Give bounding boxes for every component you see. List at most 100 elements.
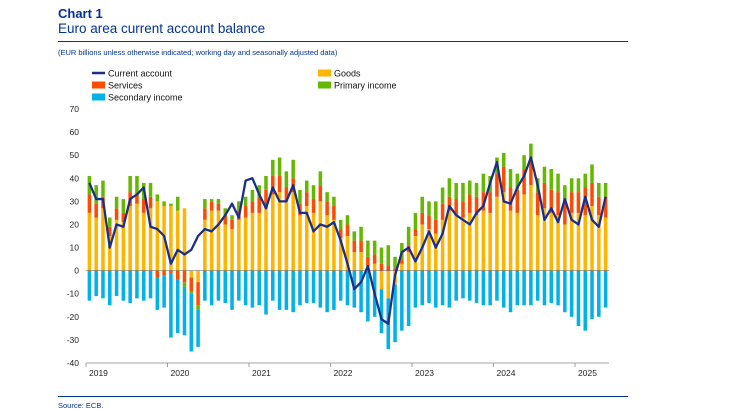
bar-goods bbox=[406, 252, 411, 271]
bar-services bbox=[467, 194, 472, 213]
bar-services bbox=[250, 201, 255, 213]
bar-services bbox=[284, 187, 289, 202]
bar-goods bbox=[277, 192, 282, 271]
bar-secondary-income bbox=[304, 270, 309, 303]
bar-services bbox=[196, 282, 200, 306]
bar-goods bbox=[549, 212, 554, 271]
bar-goods bbox=[488, 212, 492, 271]
bar-goods bbox=[352, 252, 357, 271]
bar-services bbox=[141, 199, 146, 213]
bar-services bbox=[542, 182, 547, 209]
bar-services bbox=[522, 169, 526, 195]
bar-services bbox=[94, 203, 98, 218]
bar-secondary-income bbox=[237, 270, 241, 301]
bar-goods bbox=[182, 208, 187, 271]
bar-services bbox=[603, 196, 608, 218]
bar-goods bbox=[345, 236, 350, 271]
y-tick-label: -40 bbox=[67, 358, 80, 368]
bar-primary-income bbox=[474, 182, 479, 197]
bar-primary-income bbox=[576, 178, 581, 193]
bar-secondary-income bbox=[420, 270, 424, 306]
bar-goods bbox=[298, 215, 302, 271]
bar-services bbox=[569, 192, 574, 213]
bar-goods bbox=[474, 215, 479, 271]
bar-services bbox=[155, 270, 160, 278]
bar-secondary-income bbox=[114, 270, 119, 297]
bar-primary-income bbox=[379, 247, 384, 264]
title-rule bbox=[58, 41, 628, 42]
bar-goods bbox=[304, 205, 309, 271]
bar-primary-income bbox=[372, 240, 377, 255]
bar-services bbox=[264, 189, 268, 209]
bar-primary-income bbox=[108, 217, 112, 227]
bar-services bbox=[216, 203, 221, 211]
bar-secondary-income bbox=[529, 270, 533, 306]
y-tick-label: -20 bbox=[67, 312, 80, 322]
bar-primary-income bbox=[318, 171, 323, 186]
bars-layer bbox=[86, 143, 609, 352]
x-tick-label: 2020 bbox=[171, 368, 190, 378]
bar-primary-income bbox=[128, 175, 132, 193]
bar-services bbox=[175, 270, 180, 280]
bar-goods bbox=[467, 212, 472, 271]
bar-secondary-income bbox=[495, 270, 499, 301]
bar-primary-income bbox=[155, 194, 160, 202]
bar-goods bbox=[556, 215, 560, 271]
bar-primary-income bbox=[169, 203, 173, 206]
bar-services bbox=[304, 192, 309, 206]
bar-goods bbox=[440, 219, 445, 271]
bar-primary-income bbox=[345, 215, 350, 225]
bar-primary-income bbox=[284, 171, 289, 188]
bar-primary-income bbox=[406, 226, 411, 246]
legend-label-secondary-income: Secondary income bbox=[108, 92, 183, 102]
bar-services bbox=[162, 270, 166, 276]
bar-services bbox=[189, 277, 194, 292]
bar-primary-income bbox=[203, 199, 207, 209]
bar-primary-income bbox=[291, 159, 295, 179]
legend-label-current-account: Current account bbox=[108, 68, 173, 78]
bar-goods bbox=[94, 217, 98, 271]
bar-secondary-income bbox=[135, 270, 139, 299]
x-tick-label: 2019 bbox=[89, 368, 108, 378]
bar-goods bbox=[563, 224, 567, 271]
bar-secondary-income bbox=[175, 279, 180, 333]
bar-services bbox=[474, 196, 479, 216]
bar-primary-income bbox=[393, 256, 397, 269]
bar-goods bbox=[101, 208, 105, 271]
bar-services bbox=[447, 196, 452, 211]
bar-secondary-income bbox=[508, 270, 513, 313]
bar-primary-income bbox=[148, 182, 153, 197]
bar-secondary-income bbox=[366, 270, 370, 322]
bar-primary-income bbox=[440, 187, 445, 204]
bar-secondary-income bbox=[141, 270, 146, 301]
bar-secondary-income bbox=[481, 270, 486, 306]
bar-secondary-income bbox=[501, 270, 506, 308]
bar-services bbox=[114, 208, 119, 220]
bar-services bbox=[345, 224, 350, 236]
bar-primary-income bbox=[529, 143, 533, 163]
bar-services bbox=[400, 259, 404, 264]
bar-goods bbox=[583, 215, 587, 271]
bar-goods bbox=[603, 217, 608, 271]
bar-secondary-income bbox=[216, 270, 221, 301]
chart-subtitle: (EUR billions unless otherwise indicated… bbox=[58, 48, 338, 57]
bar-services bbox=[434, 219, 438, 234]
bar-secondary-income bbox=[318, 270, 323, 308]
bar-secondary-income bbox=[590, 270, 594, 320]
y-tick-label: -30 bbox=[67, 335, 80, 345]
bar-primary-income bbox=[121, 199, 126, 213]
bar-primary-income bbox=[481, 173, 486, 193]
bar-goods bbox=[311, 212, 316, 271]
bar-secondary-income bbox=[563, 270, 567, 313]
line-layer bbox=[88, 156, 607, 325]
bar-secondary-income bbox=[447, 270, 452, 308]
bar-services bbox=[311, 199, 316, 213]
bar-goods bbox=[522, 194, 526, 271]
legend-swatch-primary-income bbox=[318, 81, 331, 89]
bar-goods bbox=[230, 229, 234, 271]
bar-primary-income bbox=[352, 231, 357, 241]
bar-primary-income bbox=[264, 175, 268, 190]
y-tick-label: 70 bbox=[70, 104, 80, 114]
bar-goods bbox=[223, 224, 227, 271]
bar-secondary-income bbox=[515, 270, 520, 306]
